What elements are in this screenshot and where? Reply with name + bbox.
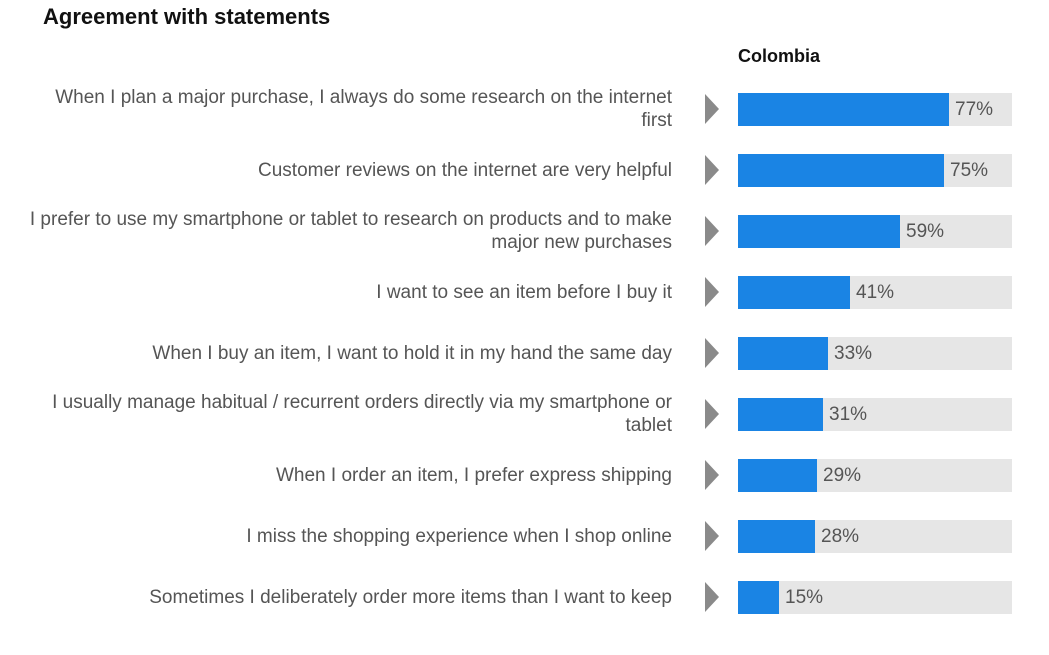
category-label: I usually manage habitual / recurrent or… xyxy=(52,392,672,436)
arrow-marker-icon xyxy=(705,521,719,551)
arrow-marker-icon xyxy=(705,216,719,246)
bar-row: I prefer to use my smartphone or tablet … xyxy=(0,201,1049,261)
value-label: 31% xyxy=(829,404,868,425)
arrow-marker-icon xyxy=(705,399,719,429)
bar-track: 31% xyxy=(738,398,1012,431)
bar-track: 33% xyxy=(738,337,1012,370)
bar-track: 77% xyxy=(738,93,1012,126)
bar-track: 29% xyxy=(738,459,1012,492)
category-label: Sometimes I deliberately order more item… xyxy=(149,586,672,608)
bar-track: 75% xyxy=(738,154,1012,187)
bar-row: I want to see an item before I buy it 41% xyxy=(0,262,1049,322)
bar xyxy=(738,520,815,553)
value-label: 15% xyxy=(785,587,824,608)
category-label: When I plan a major purchase, I always d… xyxy=(55,87,672,131)
value-label: 33% xyxy=(834,343,873,364)
bar-track: 41% xyxy=(738,276,1012,309)
bar xyxy=(738,398,823,431)
chart-title: Agreement with statements xyxy=(43,4,331,29)
bar xyxy=(738,215,900,248)
value-label: 59% xyxy=(906,221,945,242)
bar-track: 28% xyxy=(738,520,1012,553)
arrow-marker-icon xyxy=(705,338,719,368)
bar-row: When I plan a major purchase, I always d… xyxy=(0,79,1049,139)
arrow-marker-icon xyxy=(705,94,719,124)
arrow-marker-icon xyxy=(705,277,719,307)
bar-row: I usually manage habitual / recurrent or… xyxy=(0,384,1049,444)
bar xyxy=(738,459,817,492)
category-label: I miss the shopping experience when I sh… xyxy=(246,525,672,547)
value-label: 75% xyxy=(950,160,989,181)
bar xyxy=(738,581,779,614)
bar-row: When I order an item, I prefer express s… xyxy=(0,445,1049,505)
category-label: I want to see an item before I buy it xyxy=(376,281,672,303)
bar xyxy=(738,154,944,187)
series-header: Colombia xyxy=(738,46,821,66)
category-label: I prefer to use my smartphone or tablet … xyxy=(29,209,672,253)
value-label: 28% xyxy=(821,526,860,547)
category-label: When I order an item, I prefer express s… xyxy=(275,464,672,486)
bar-row: Customer reviews on the internet are ver… xyxy=(0,140,1049,200)
arrow-marker-icon xyxy=(705,582,719,612)
arrow-marker-icon xyxy=(705,460,719,490)
bar xyxy=(738,93,949,126)
bar-row: I miss the shopping experience when I sh… xyxy=(0,506,1049,566)
bar-row: When I buy an item, I want to hold it in… xyxy=(0,323,1049,383)
value-label: 29% xyxy=(823,465,862,486)
value-label: 41% xyxy=(856,282,895,303)
category-label: Customer reviews on the internet are ver… xyxy=(258,159,672,181)
bar-track: 15% xyxy=(738,581,1012,614)
bar-track: 59% xyxy=(738,215,1012,248)
bar xyxy=(738,337,828,370)
bar-row: Sometimes I deliberately order more item… xyxy=(0,567,1049,627)
value-label: 77% xyxy=(955,99,994,120)
arrow-marker-icon xyxy=(705,155,719,185)
category-label: When I buy an item, I want to hold it in… xyxy=(152,342,672,364)
bar xyxy=(738,276,850,309)
